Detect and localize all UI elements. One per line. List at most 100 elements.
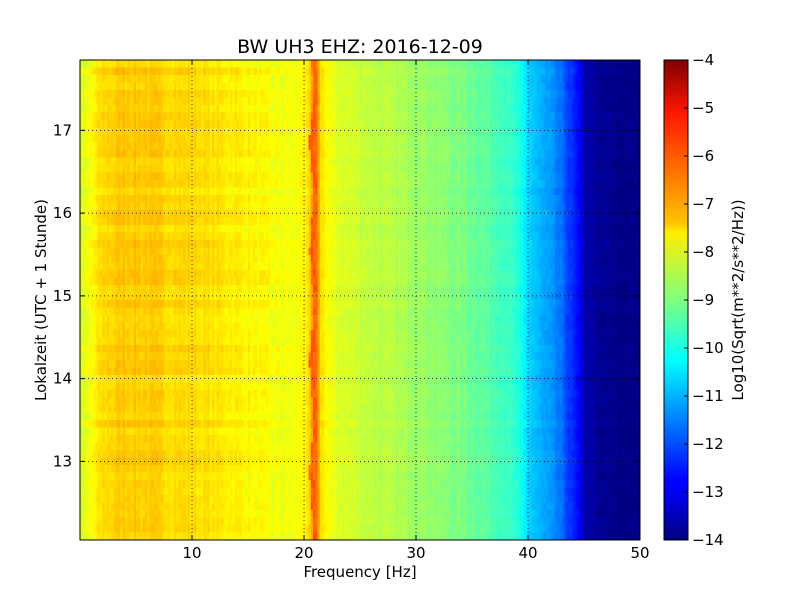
spectrogram-cell [167, 187, 170, 196]
spectrogram-cell [496, 120, 500, 128]
spectrogram-cell [375, 82, 379, 91]
spectrogram-cell [386, 180, 390, 188]
spectrogram-cell [337, 157, 341, 166]
spectrogram-cell [198, 142, 202, 151]
spectrogram-cell [438, 187, 441, 196]
spectrogram-cell [523, 112, 527, 121]
spectrogram-cell [227, 150, 231, 158]
spectrogram-cell [377, 180, 381, 188]
spectrogram-cell [368, 75, 372, 83]
spectrogram-cell [572, 105, 576, 113]
spectrogram-cell [91, 90, 94, 98]
spectrogram-cell [339, 120, 343, 128]
spectrogram-cell [187, 120, 191, 128]
spectrogram-cell [189, 105, 193, 113]
spectrogram-cell [393, 172, 397, 181]
spectrogram-cell [581, 97, 585, 106]
spectrogram-cell [162, 97, 166, 106]
spectrogram-cell [445, 127, 448, 136]
spectrogram-cell [140, 180, 144, 188]
spectrogram-cell [528, 75, 531, 83]
spectrogram-cell [351, 75, 354, 83]
spectrogram-cell [590, 127, 594, 136]
spectrogram-cell [619, 75, 623, 83]
spectrogram-cell [463, 180, 466, 188]
spectrogram-cell [559, 97, 562, 106]
spectrogram-cell [171, 82, 175, 91]
spectrogram-cell [382, 105, 385, 113]
spectrogram-cell [344, 120, 347, 128]
spectrogram-cell [458, 172, 462, 181]
spectrogram-cell [416, 67, 419, 76]
spectrogram-cell [516, 120, 520, 128]
spectrogram-cell [545, 172, 549, 181]
spectrogram-cell [151, 142, 155, 151]
spectrogram-cell [554, 180, 558, 188]
spectrogram-cell [588, 60, 592, 68]
spectrogram-cell [548, 135, 551, 143]
spectrogram-cell [541, 112, 545, 121]
spectrogram-cell [142, 142, 146, 151]
spectrogram-cell [207, 180, 211, 188]
spectrogram-cell [357, 90, 361, 98]
spectrogram-cell [344, 127, 347, 136]
spectrogram-cell [339, 165, 343, 173]
spectrogram-cell [106, 67, 110, 76]
spectrogram-cell [252, 127, 256, 136]
spectrogram-cell [317, 60, 321, 68]
spectrogram-cell [274, 202, 278, 211]
spectrogram-cell [604, 202, 607, 211]
spectrogram-cell [147, 97, 150, 106]
spectrogram-cell [239, 187, 242, 196]
spectrogram-cell [187, 180, 191, 188]
spectrogram-cell [424, 120, 428, 128]
spectrogram-cell [353, 75, 356, 83]
spectrogram-cell [570, 202, 574, 211]
spectrogram-cell [590, 187, 594, 196]
spectrogram-cell [492, 187, 495, 196]
spectrogram-cell [543, 187, 547, 196]
spectrogram-cell [610, 195, 614, 203]
spectrogram-cell [416, 165, 419, 173]
spectrogram-cell [409, 60, 412, 68]
spectrogram-cell [613, 135, 616, 143]
spectrogram-cell [570, 120, 574, 128]
spectrogram-cell [357, 187, 361, 196]
spectrogram-cell [575, 105, 578, 113]
spectrogram-cell [427, 105, 430, 113]
spectrogram-cell [360, 157, 363, 166]
spectrogram-cell [507, 97, 511, 106]
spectrogram-cell [391, 112, 394, 121]
spectrogram-cell [637, 97, 641, 106]
spectrogram-cell [286, 172, 289, 181]
spectrogram-cell [637, 75, 641, 83]
spectrogram-cell [189, 165, 193, 173]
spectrogram-cell [624, 67, 627, 76]
spectrogram-cell [597, 150, 601, 158]
spectrogram-cell [339, 112, 343, 121]
spectrogram-cell [463, 67, 466, 76]
spectrogram-cell [261, 202, 265, 211]
spectrogram-cell [88, 82, 92, 91]
spectrogram-cell [351, 112, 354, 121]
spectrogram-cell [637, 172, 641, 181]
spectrogram-cell [510, 97, 513, 106]
spectrogram-cell [483, 150, 486, 158]
spectrogram-cell [633, 180, 636, 188]
spectrogram-cell [566, 82, 569, 91]
spectrogram-cell [416, 60, 419, 68]
spectrogram-cell [554, 157, 558, 166]
spectrogram-cell [454, 187, 457, 196]
spectrogram-cell [427, 82, 430, 91]
spectrogram-cell [445, 202, 448, 211]
spectrogram-cell [200, 195, 204, 203]
spectrogram-cell [447, 90, 450, 98]
spectrogram-cell [156, 90, 159, 98]
spectrogram-cell [187, 135, 191, 143]
spectrogram-cell [339, 195, 343, 203]
spectrogram-cell [122, 195, 126, 203]
spectrogram-cell [295, 105, 298, 113]
spectrogram-cell [187, 97, 191, 106]
spectrogram-cell [353, 90, 356, 98]
spectrogram-cell [346, 135, 350, 143]
